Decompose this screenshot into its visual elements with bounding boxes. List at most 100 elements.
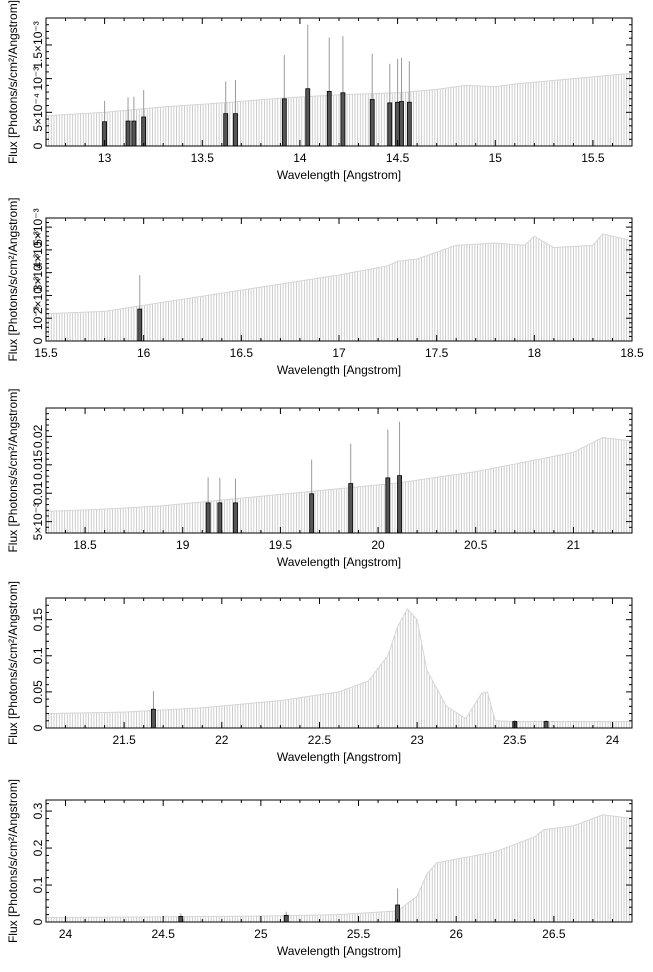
marker-bar (223, 113, 229, 146)
x-tick-label: 15.5 (581, 151, 605, 165)
marker-bar (137, 308, 143, 341)
y-tick-label: 0 (31, 337, 45, 344)
x-tick-label: 15.5 (34, 346, 58, 360)
y-tick-label: 0.1 (31, 647, 45, 664)
x-tick-label: 24 (59, 927, 73, 941)
x-tick-label: 14.5 (386, 151, 410, 165)
marker-bar (395, 101, 401, 146)
y-tick-label: 3×10⁻³ (31, 254, 45, 291)
x-tick-label: 21.5 (112, 733, 136, 747)
model-bars (46, 73, 632, 146)
x-tick-label: 18 (528, 346, 542, 360)
marker-bar (543, 721, 549, 728)
x-tick-label: 18.5 (620, 346, 644, 360)
x-tick-label: 23.5 (503, 733, 527, 747)
plot-area (46, 814, 632, 922)
y-tick-label: 0.2 (31, 839, 45, 856)
chart-panel-2: 15.5 16 16.5 17 17.5 18 18.5 0 10⁻³2×10⁻³3×10⁻³4… (6, 197, 644, 377)
x-tick-label: 18.5 (73, 538, 97, 552)
y-axis-title: Flux [Photons/s/cm²/Angstrom] (6, 581, 20, 745)
model-envelope (46, 233, 632, 315)
x-tick-label: 20 (371, 538, 385, 552)
chart-panel-4: 21.5 22 22.5 23 23.5 24 0 0.05 0.1 0.15 Wavelength… (6, 581, 633, 764)
marker-bar (141, 116, 147, 146)
x-tick-label: 13 (98, 151, 112, 165)
y-tick-label: 0 (31, 142, 45, 149)
x-tick-label: 20.5 (464, 538, 488, 552)
marker-bar (326, 91, 332, 146)
x-tick-label: 26 (450, 927, 464, 941)
marker-bar (340, 92, 346, 146)
x-tick-label: 13.5 (191, 151, 215, 165)
x-axis-title: Wavelength [Angstrom] (277, 944, 401, 958)
marker-bar (305, 88, 311, 146)
model-bars (46, 814, 632, 922)
y-tick-label: 0.015 (31, 449, 45, 479)
y-tick-label: 5×10⁻⁴ (31, 93, 45, 132)
plot-area (46, 233, 632, 341)
x-tick-label: 22 (215, 733, 229, 747)
plot-area (46, 24, 632, 146)
y-axis-title: Flux [Photons/s/cm²/Angstrom] (6, 197, 20, 361)
x-tick-label: 25.5 (347, 927, 371, 941)
x-tick-label: 24 (606, 733, 620, 747)
y-axis-title: Flux [Photons/s/cm²/Angstrom] (6, 779, 20, 943)
marker-bar (348, 483, 354, 533)
y-tick-label: 0.02 (31, 424, 45, 448)
y-axis-title: Flux [Photons/s/cm²/Angstrom] (6, 0, 20, 164)
marker-bar (397, 475, 402, 533)
marker-bar (369, 99, 375, 146)
x-tick-label: 19.5 (269, 538, 293, 552)
plot-area (46, 421, 632, 533)
marker-bar (395, 904, 401, 922)
x-axis-title: Wavelength [Angstrom] (277, 750, 401, 764)
marker-bar (125, 120, 131, 146)
x-tick-label: 22.5 (308, 733, 332, 747)
y-tick-label: 0 (31, 724, 45, 731)
y-tick-label: 0.05 (31, 680, 45, 704)
chart-panel-5: 24 24.5 25 25.5 26 26.5 0 0.1 0.2 0.3 Wavelength [… (6, 779, 633, 958)
y-tick-label: 0.01 (31, 481, 45, 505)
marker-bar (387, 102, 393, 146)
marker-bar (283, 914, 289, 922)
y-tick-label: 10⁻³ (31, 306, 45, 330)
y-tick-label: 4×10⁻³ (31, 231, 45, 268)
marker-bar (131, 120, 137, 146)
marker-bar (233, 502, 238, 533)
y-tick-label: 5×10⁻³ (31, 208, 45, 245)
marker-bar (309, 493, 315, 533)
x-tick-label: 16.5 (230, 346, 254, 360)
x-tick-label: 17.5 (425, 346, 449, 360)
y-tick-label: 0.3 (31, 802, 45, 819)
model-envelope (46, 437, 632, 512)
model-envelope (46, 607, 632, 722)
marker-bar (205, 502, 211, 533)
y-tick-label: 5×10⁻³ (31, 503, 45, 540)
y-tick-label: 0.1 (31, 876, 45, 893)
model-envelope (46, 814, 632, 919)
chart-panel-1: 13 13.5 14 14.5 15 15.5 0 5×10⁻⁴ 10⁻³1.5×10⁻³ Wav… (6, 0, 633, 182)
marker-bar (151, 708, 156, 728)
x-tick-label: 15 (489, 151, 503, 165)
x-tick-label: 14 (293, 151, 307, 165)
marker-bar (217, 502, 223, 533)
y-tick-label: 0 (31, 918, 45, 925)
x-tick-label: 21 (567, 538, 581, 552)
x-axis-title: Wavelength [Angstrom] (277, 168, 401, 182)
x-tick-label: 19 (176, 538, 190, 552)
x-tick-label: 25 (254, 927, 268, 941)
marker-bar (233, 113, 238, 146)
marker-bar (281, 98, 287, 146)
y-axis-title: Flux [Photons/s/cm²/Angstrom] (6, 388, 20, 552)
model-bars (46, 437, 632, 533)
marker-bar (406, 101, 412, 146)
marker-bar (385, 477, 391, 533)
y-tick-label: 10⁻³ (31, 67, 45, 91)
marker-bar (102, 121, 107, 146)
y-tick-label: 2×10⁻³ (31, 277, 45, 314)
model-bars (46, 609, 632, 728)
x-tick-label: 24.5 (152, 927, 176, 941)
x-tick-label: 16 (137, 346, 151, 360)
